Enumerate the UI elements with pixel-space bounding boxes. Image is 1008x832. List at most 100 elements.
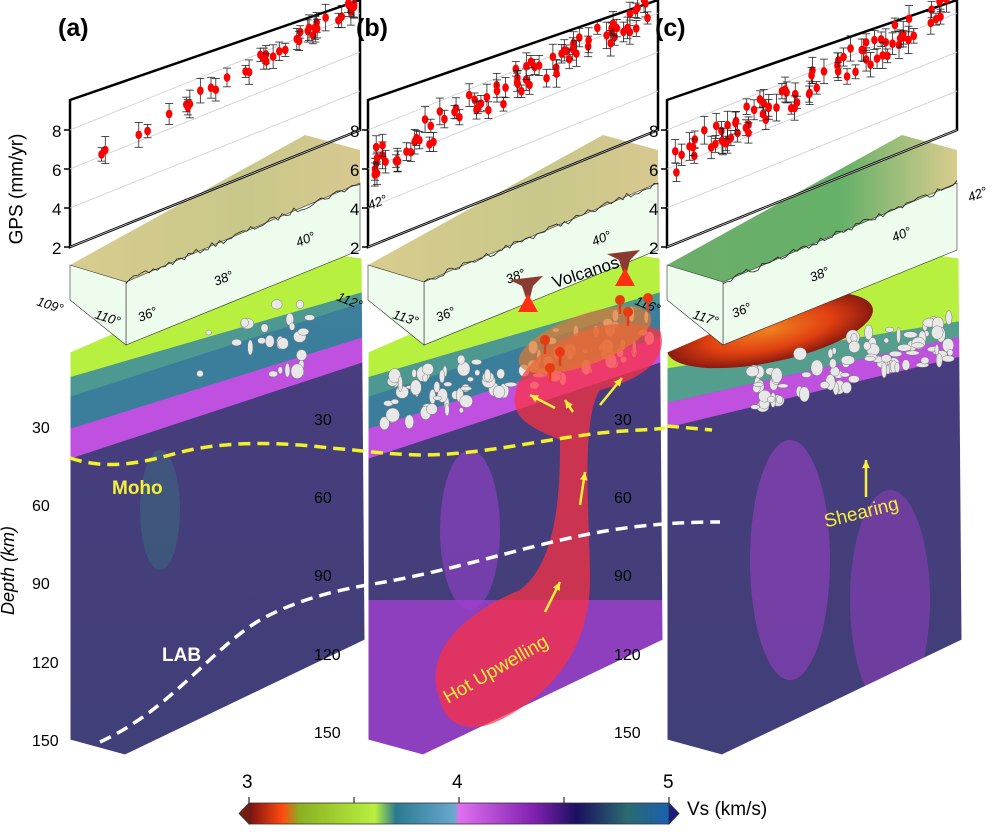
colorbar [238,797,680,825]
gps-point [413,133,420,143]
topography-profile [423,182,659,283]
geo-label: 42° [966,184,990,205]
melt-zone [518,306,652,374]
gps-point [707,143,715,152]
gps-point [98,150,105,159]
gps-tick-label: 8 [350,122,359,141]
gps-point [928,5,935,14]
gps-point [527,57,535,67]
depth-tick-label: 30 [32,420,50,437]
earthquake-marker [260,323,269,333]
mantle-anomaly [850,490,930,710]
earthquake-marker [268,370,278,378]
geo-label: 36° [136,304,160,325]
earthquake-marker [422,373,429,383]
depth-tick-label: 150 [614,725,641,742]
gps-point [626,9,634,19]
gps-point [523,61,530,71]
gps-point [678,150,685,160]
earthquake-marker [848,375,860,384]
earthquake-marker [379,416,390,431]
gps-point [686,142,693,151]
earthquake-marker [881,362,888,379]
gps-point [474,103,482,112]
gps-point [379,140,386,150]
geo-label: 42° [366,192,390,213]
gps-point [518,86,525,96]
mantle-anomaly [750,440,830,680]
gps-point [690,151,698,161]
gps-point [565,54,573,64]
gps-point [382,157,389,166]
gps-point [184,102,192,112]
gps-point [335,16,342,25]
gps-point [879,51,886,60]
gps-tick-label: 4 [649,200,658,219]
gps-point [712,121,720,131]
gps-point [485,105,492,115]
gps-point [144,126,151,136]
gps-point [910,31,918,41]
earthquake-marker [265,334,275,348]
depth-tick-label: 30 [314,412,332,429]
earthquake-marker [443,381,453,387]
gps-gridline [69,129,361,248]
gps-point [873,54,881,63]
gps-point [575,33,583,42]
lab-line [99,520,721,744]
earthquake-marker [459,386,473,391]
overlay [69,250,870,825]
gps-point [905,14,913,24]
gps-point [718,136,726,146]
geo-label: 40° [590,228,614,249]
depth-tick-label: 30 [614,412,632,429]
gps-point [843,72,851,81]
earthquake-marker [819,381,830,389]
gps-point [808,71,815,80]
earthquake-marker [894,361,900,373]
gps-point [514,79,522,89]
geo-label: 40° [294,229,318,250]
earthquake-marker [777,383,789,389]
gps-point [900,33,907,42]
gps-point [430,137,437,147]
gps-point [891,20,899,30]
gps-tick-label: 4 [350,200,359,219]
gps-point [743,102,750,111]
earthquake-marker [848,340,861,353]
upwelling-arrow-head [613,378,622,387]
gps-point [834,67,842,76]
earthquake-marker [771,367,783,384]
topography-surface [667,135,957,282]
earthquake-marker [458,407,464,414]
earthquake-marker [297,327,310,336]
gps-point [441,114,448,124]
gps-point [603,31,610,40]
gps-point [373,153,381,163]
gps-point [943,0,950,4]
colorbar-gradient [248,802,670,825]
mantle-anomaly [140,450,180,570]
earthquake-marker [911,342,925,349]
topography-profile [125,184,361,284]
gps-point [624,23,631,33]
gps-tick-label: 8 [649,122,658,141]
gps-point [281,45,289,55]
gps-tick-label: 4 [52,200,61,219]
gps-point [701,125,708,135]
earthquake-marker [422,363,434,376]
earthquake-marker [864,355,876,362]
geo-label: 38° [808,264,832,285]
gps-point [852,67,859,77]
volcano-icon [518,294,538,312]
earthquake-marker [439,369,445,384]
earthquake-marker [504,382,518,388]
upwelling-arrow-head [552,582,560,591]
gps-plot: 2 4 6 8 [649,0,959,258]
depth-tick-label: 120 [314,647,341,664]
earthquake-marker [444,403,450,417]
geo-label: 40° [890,224,914,245]
gps-gridline [367,90,659,209]
volcano-plume-icon [607,250,640,272]
earthquake-marker [897,344,912,352]
